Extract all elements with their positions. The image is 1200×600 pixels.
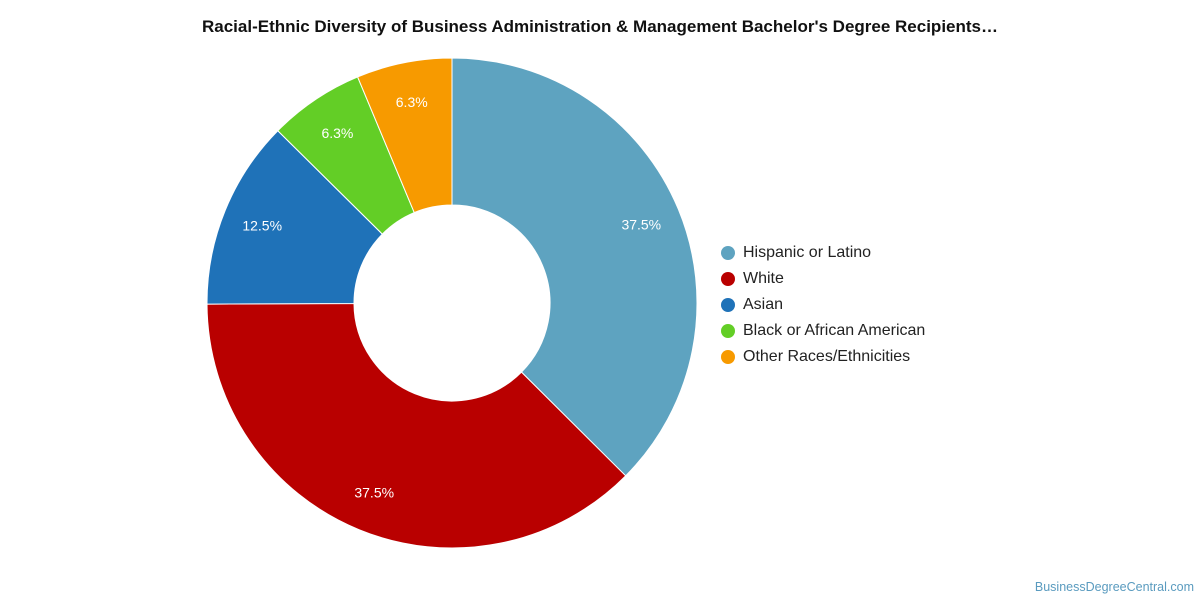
slice-hispanic-or-latino[interactable] — [451, 57, 698, 477]
slice-white[interactable] — [206, 302, 627, 549]
labels-layer: 37.5% 37.5% 12.5% 6.3% 6.3% — [242, 94, 661, 501]
legend-swatch — [721, 272, 735, 286]
legend-label: Black or African American — [743, 322, 926, 339]
legend: Hispanic or Latino White Asian Black or Afr… — [721, 240, 925, 370]
slice-label: 6.3% — [321, 125, 353, 141]
slice-label: 12.5% — [242, 218, 282, 234]
legend-item[interactable]: White — [721, 266, 925, 292]
legend-label: Asian — [743, 296, 784, 313]
legend-item[interactable]: Asian — [721, 292, 925, 318]
legend-swatch — [721, 324, 735, 338]
legend-item[interactable]: Hispanic or Latino — [721, 240, 925, 266]
legend-swatch — [721, 246, 735, 260]
slices-layer — [206, 57, 698, 549]
slice-label: 37.5% — [621, 216, 661, 232]
legend-label: White — [743, 270, 784, 287]
watermark[interactable]: BusinessDegreeCentral.com — [1034, 580, 1194, 594]
legend-swatch — [721, 298, 735, 312]
legend-label: Other Races/Ethnicities — [743, 348, 911, 365]
legend-swatch — [721, 350, 735, 364]
legend-item[interactable]: Black or African American — [721, 318, 925, 344]
slice-other-races-ethnicities[interactable] — [356, 57, 453, 214]
slice-label: 37.5% — [354, 485, 394, 501]
slice-label: 6.3% — [396, 94, 428, 110]
slice-asian[interactable] — [206, 130, 384, 305]
chart-title: Racial-Ethnic Diversity of Business Admi… — [201, 17, 998, 36]
legend-label: Hispanic or Latino — [743, 244, 872, 261]
legend-item[interactable]: Other Races/Ethnicities — [721, 344, 925, 370]
